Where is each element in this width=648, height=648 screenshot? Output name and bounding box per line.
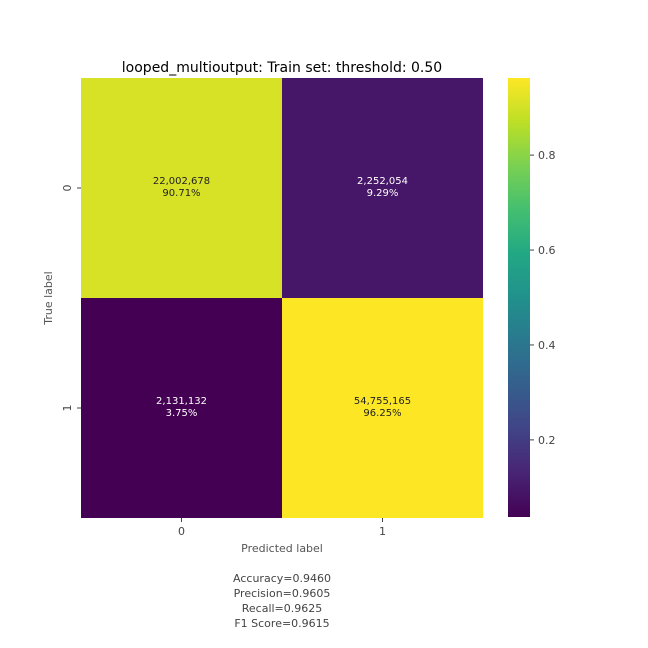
y-axis: 01 <box>61 185 81 412</box>
metrics-block: Accuracy=0.9460 Precision=0.9605 Recall=0.… <box>233 572 331 630</box>
cell-0-1 <box>282 78 483 298</box>
cell-0-0 <box>81 78 282 298</box>
cell-0-0-count: 22,002,678 <box>153 176 210 187</box>
x-axis-label: Predicted label <box>241 542 323 555</box>
chart-title: looped_multioutput: Train set: threshold… <box>122 60 442 76</box>
cell-1-1-percent: 96.25% <box>363 408 401 419</box>
y-tick-label-1: 1 <box>61 405 74 412</box>
x-tick-label-1: 1 <box>379 525 386 538</box>
colorbar-tick-label-2: 0.6 <box>538 244 556 257</box>
cell-0-1-count: 2,252,054 <box>357 176 408 187</box>
heatmap-cells <box>81 78 483 518</box>
colorbar-ticks: 0.2 0.4 0.6 0.8 <box>530 149 556 447</box>
cell-1-1 <box>282 298 483 518</box>
metric-line-1: Precision=0.9605 <box>234 587 331 600</box>
colorbar-tick-label-0: 0.2 <box>538 434 556 447</box>
y-axis-label: True label <box>42 271 55 325</box>
y-tick-label-0: 0 <box>61 185 74 192</box>
cell-1-0-percent: 3.75% <box>166 408 198 419</box>
x-tick-label-0: 0 <box>178 525 185 538</box>
cell-1-0 <box>81 298 282 518</box>
metric-line-3: F1 Score=0.9615 <box>234 617 329 630</box>
metric-line-2: Recall=0.9625 <box>242 602 323 615</box>
cell-0-1-percent: 9.29% <box>367 188 399 199</box>
metric-line-0: Accuracy=0.9460 <box>233 572 331 585</box>
colorbar-tick-label-3: 0.8 <box>538 149 556 162</box>
cell-1-1-count: 54,755,165 <box>354 396 411 407</box>
cell-1-0-count: 2,131,132 <box>156 396 207 407</box>
cell-0-0-percent: 90.71% <box>162 188 200 199</box>
colorbar <box>508 78 530 517</box>
colorbar-tick-label-1: 0.4 <box>538 339 556 352</box>
